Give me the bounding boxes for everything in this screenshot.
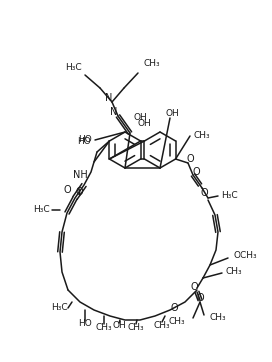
Text: OCH₃: OCH₃ [233, 251, 256, 260]
Text: O: O [170, 303, 178, 313]
Text: OH: OH [133, 114, 147, 122]
Text: H₃C: H₃C [51, 303, 68, 312]
Text: N: N [110, 107, 118, 117]
Text: O: O [190, 282, 198, 292]
Text: CH₃: CH₃ [154, 320, 170, 329]
Text: O: O [63, 185, 71, 195]
Text: O: O [186, 154, 194, 164]
Text: CH₃: CH₃ [144, 59, 160, 67]
Text: O: O [200, 188, 208, 198]
Text: CH₃: CH₃ [225, 268, 242, 277]
Text: O: O [192, 167, 200, 177]
Text: OH: OH [165, 109, 179, 118]
Text: H₃C: H₃C [65, 63, 81, 72]
Text: CH₃: CH₃ [128, 323, 144, 332]
Text: O: O [75, 187, 83, 197]
Text: HO: HO [77, 138, 91, 147]
Text: NH: NH [73, 170, 88, 180]
Text: H₃C: H₃C [33, 206, 50, 215]
Text: CH₃: CH₃ [168, 317, 185, 327]
Text: CH₃: CH₃ [194, 130, 211, 139]
Text: N: N [105, 93, 113, 103]
Text: OH: OH [137, 119, 151, 129]
Text: HO: HO [78, 135, 92, 144]
Text: H₃C: H₃C [221, 190, 238, 199]
Text: OH: OH [112, 321, 126, 331]
Text: O: O [196, 293, 204, 303]
Text: CH₃: CH₃ [96, 323, 112, 332]
Text: HO: HO [78, 320, 92, 328]
Text: CH₃: CH₃ [210, 313, 227, 323]
